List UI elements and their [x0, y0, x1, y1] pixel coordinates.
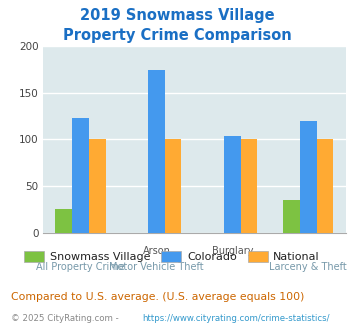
Text: Motor Vehicle Theft: Motor Vehicle Theft — [109, 262, 204, 272]
Text: Larceny & Theft: Larceny & Theft — [269, 262, 347, 272]
Text: © 2025 CityRating.com -: © 2025 CityRating.com - — [11, 314, 121, 323]
Bar — [72, 118, 89, 233]
Text: Compared to U.S. average. (U.S. average equals 100): Compared to U.S. average. (U.S. average … — [11, 292, 304, 302]
Bar — [241, 139, 257, 233]
Text: Arson: Arson — [142, 246, 170, 256]
Bar — [300, 121, 317, 233]
Bar — [148, 70, 165, 233]
Bar — [317, 139, 333, 233]
Bar — [283, 200, 300, 233]
Bar — [224, 136, 241, 233]
Text: All Property Crime: All Property Crime — [36, 262, 125, 272]
Text: 2019 Snowmass Village: 2019 Snowmass Village — [80, 8, 275, 23]
Bar — [89, 139, 105, 233]
Text: Property Crime Comparison: Property Crime Comparison — [63, 28, 292, 43]
Text: https://www.cityrating.com/crime-statistics/: https://www.cityrating.com/crime-statist… — [142, 314, 329, 323]
Legend: Snowmass Village, Colorado, National: Snowmass Village, Colorado, National — [20, 247, 324, 267]
Text: Burglary: Burglary — [212, 246, 253, 256]
Bar — [55, 209, 72, 233]
Bar — [165, 139, 181, 233]
